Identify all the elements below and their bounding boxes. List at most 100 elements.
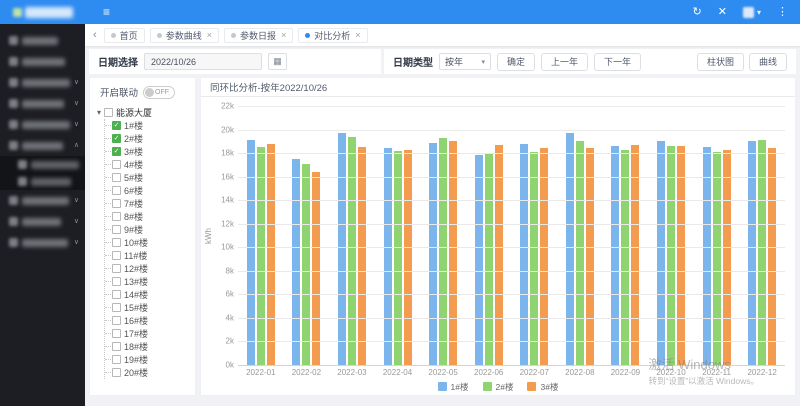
tree-item[interactable]: 12#楼 [105, 262, 191, 275]
tree-item[interactable]: 17#楼 [105, 327, 191, 340]
sidebar-item-redacted[interactable]: ∨ [0, 93, 85, 114]
tree-item-label[interactable]: 7#楼 [124, 199, 144, 209]
tree-item-label[interactable]: 6#楼 [124, 186, 144, 196]
refresh-icon[interactable]: ↻ [692, 5, 702, 18]
bar-chart-button[interactable]: 柱状图 [696, 52, 744, 71]
tree-item-label[interactable]: 8#楼 [124, 212, 144, 222]
tree-item-checkbox[interactable]: ✓ [112, 147, 121, 156]
tree-item[interactable]: 20#楼 [105, 366, 191, 379]
tree-item-label[interactable]: 5#楼 [124, 173, 144, 183]
tree-item[interactable]: 18#楼 [105, 340, 191, 353]
tree-item-checkbox[interactable] [112, 277, 121, 286]
next-year-button[interactable]: 下一年 [594, 52, 642, 71]
tree-item-checkbox[interactable]: ✓ [112, 121, 121, 130]
sidebar-subitem-redacted[interactable] [0, 156, 85, 173]
tree-item-label[interactable]: 12#楼 [124, 264, 149, 274]
tree-item[interactable]: 14#楼 [105, 288, 191, 301]
tree-item[interactable]: 8#楼 [105, 210, 191, 223]
tree-item-checkbox[interactable] [112, 199, 121, 208]
sidebar-item-redacted[interactable] [0, 51, 85, 72]
tree-item-label[interactable]: 13#楼 [124, 277, 149, 287]
tree-root-label[interactable]: 能源大厦 [116, 108, 153, 118]
tree-item[interactable]: 7#楼 [105, 197, 191, 210]
prev-year-button[interactable]: 上一年 [541, 52, 589, 71]
date-type-select[interactable]: 按年 ▾ [439, 53, 491, 70]
tree-expand-icon[interactable]: ▾ [97, 107, 102, 117]
linkage-toggle[interactable]: OFF [143, 85, 176, 99]
tree-item-checkbox[interactable] [112, 368, 121, 377]
tab-首页[interactable]: 首页 [103, 27, 145, 43]
close-icon[interactable]: × [355, 30, 361, 40]
calendar-icon[interactable]: ▦ [268, 53, 287, 70]
tree-item[interactable]: ✓ 1#楼 [105, 119, 191, 132]
tree-item[interactable]: 11#楼 [105, 249, 191, 262]
tree-item[interactable]: 10#楼 [105, 236, 191, 249]
tree-item-label[interactable]: 19#楼 [124, 355, 149, 365]
sidebar-item-redacted[interactable]: ∧ [0, 135, 85, 156]
tree-item[interactable]: 13#楼 [105, 275, 191, 288]
tree-item[interactable]: ✓ 3#楼 [105, 145, 191, 158]
more-menu-icon[interactable]: ⋮ [777, 5, 788, 18]
tree-item-label[interactable]: 11#楼 [124, 251, 148, 261]
tree-item-label[interactable]: 3#楼 [124, 147, 144, 157]
date-input[interactable] [144, 53, 262, 70]
tree-item-label[interactable]: 9#楼 [124, 225, 144, 235]
tree-item-label[interactable]: 15#楼 [124, 303, 149, 313]
legend-item-2#楼[interactable]: 2#楼 [482, 381, 513, 393]
sidebar-item-redacted[interactable] [0, 30, 85, 51]
curve-button[interactable]: 曲线 [748, 52, 787, 71]
fullscreen-icon[interactable]: ✕ [717, 5, 727, 18]
tab-对比分析[interactable]: 对比分析 × [298, 27, 368, 43]
tree-item[interactable]: 9#楼 [105, 223, 191, 236]
tree-root[interactable]: ▾ 能源大厦 [97, 106, 191, 119]
tabs-scroll-left-icon[interactable]: ‹ [93, 29, 97, 41]
tree-item-label[interactable]: 18#楼 [124, 342, 149, 352]
tree-item-checkbox[interactable] [112, 173, 121, 182]
tree-item-checkbox[interactable] [112, 329, 121, 338]
sidebar-item-redacted[interactable]: ∨ [0, 190, 85, 211]
sidebar-subitem-redacted[interactable] [0, 173, 85, 190]
tab-参数曲线[interactable]: 参数曲线 × [149, 27, 219, 43]
confirm-button[interactable]: 确定 [497, 52, 536, 71]
close-icon[interactable]: × [280, 30, 287, 40]
tree-item-checkbox[interactable] [112, 160, 121, 169]
close-icon[interactable]: × [206, 30, 212, 40]
tree-item-checkbox[interactable] [112, 290, 121, 299]
sidebar-collapse-icon[interactable]: ≡ [103, 5, 111, 19]
tree-item-checkbox[interactable] [112, 316, 121, 325]
tree-item-checkbox[interactable] [112, 186, 121, 195]
sidebar-item-redacted[interactable]: ∨ [0, 211, 85, 232]
tree-item-label[interactable]: 20#楼 [124, 368, 149, 378]
tree-item-checkbox[interactable] [112, 225, 121, 234]
tree-item-label[interactable]: 14#楼 [124, 290, 149, 300]
tree-item-checkbox[interactable] [112, 238, 121, 247]
tree-item[interactable]: 6#楼 [105, 184, 191, 197]
legend-item-3#楼[interactable]: 3#楼 [527, 381, 558, 393]
tree-item-checkbox[interactable] [112, 303, 121, 312]
tree-item[interactable]: ✓ 2#楼 [105, 132, 191, 145]
tree-item-label[interactable]: 1#楼 [124, 121, 144, 131]
tree-item[interactable]: 15#楼 [105, 301, 191, 314]
tree-item[interactable]: 5#楼 [105, 171, 191, 184]
sidebar-item-redacted[interactable]: ∨ [0, 114, 85, 135]
tree-item[interactable]: 4#楼 [105, 158, 191, 171]
tree-item-label[interactable]: 16#楼 [124, 316, 149, 326]
user-menu[interactable]: ▾ [742, 6, 761, 18]
tree-item-label[interactable]: 4#楼 [124, 160, 144, 170]
tree-item[interactable]: 19#楼 [105, 353, 191, 366]
tree-item-checkbox[interactable] [112, 251, 121, 260]
tree-item-label[interactable]: 10#楼 [124, 238, 149, 248]
legend-item-1#楼[interactable]: 1#楼 [437, 381, 469, 393]
sidebar-item-redacted[interactable]: ∨ [0, 232, 85, 253]
tree-item-label[interactable]: 17#楼 [124, 329, 149, 339]
tree-item-checkbox[interactable] [112, 355, 121, 364]
tab-参数日报[interactable]: 参数日报 × [223, 27, 294, 43]
tree-root-checkbox[interactable] [104, 108, 114, 117]
tree-item-checkbox[interactable]: ✓ [112, 134, 121, 143]
tree-item-label[interactable]: 2#楼 [124, 134, 144, 144]
sidebar-item-redacted[interactable]: ∨ [0, 72, 85, 93]
tree-item-checkbox[interactable] [112, 212, 121, 221]
tree-item-checkbox[interactable] [112, 264, 121, 273]
tree-item-checkbox[interactable] [112, 342, 121, 351]
tree-item[interactable]: 16#楼 [105, 314, 191, 327]
